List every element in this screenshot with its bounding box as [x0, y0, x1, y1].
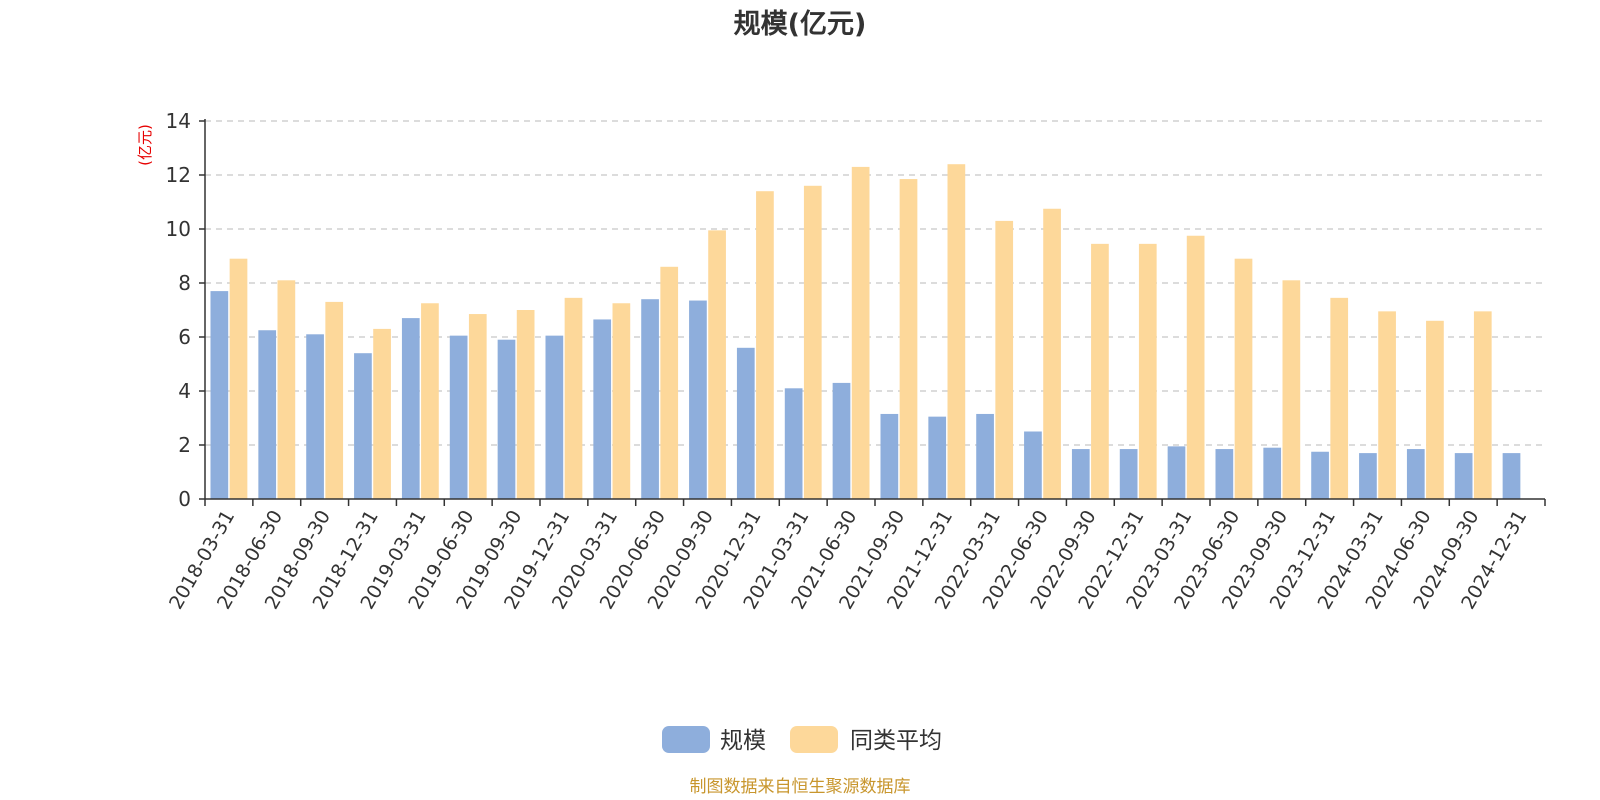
- bar-peer-average: [1473, 311, 1492, 499]
- bar-scale: [1311, 451, 1329, 499]
- bar-peer-average: [1043, 208, 1061, 499]
- bar-scale: [832, 382, 851, 499]
- bar-scale: [306, 334, 324, 499]
- bar-peer-average: [373, 328, 391, 499]
- bar-peer-average: [756, 191, 774, 499]
- y-tick-label: 14: [166, 109, 191, 133]
- bar-scale: [880, 413, 899, 499]
- bar-peer-average: [1234, 258, 1253, 499]
- bar-peer-average: [995, 220, 1014, 499]
- legend[interactable]: 规模 同类平均: [662, 726, 942, 754]
- legend-swatch: [662, 726, 710, 753]
- legend-label: 规模: [720, 728, 766, 754]
- bar-peer-average: [1378, 311, 1396, 499]
- bar-scale: [928, 416, 947, 499]
- y-tick-label: 6: [178, 325, 191, 349]
- bar-scale: [401, 318, 420, 499]
- bar-scale: [210, 291, 229, 499]
- bar-scale: [784, 388, 803, 499]
- y-tick-label: 2: [178, 433, 191, 457]
- bar-peer-average: [1330, 297, 1349, 499]
- bar-peer-average: [660, 266, 679, 499]
- bar-peer-average: [803, 185, 822, 500]
- bar-peer-average: [468, 314, 487, 499]
- legend-swatch: [790, 726, 838, 753]
- legend-item-scale[interactable]: 规模: [662, 726, 766, 754]
- bar-scale: [689, 300, 707, 499]
- bar-peer-average: [1282, 280, 1301, 499]
- bar-peer-average: [564, 297, 583, 499]
- bar-scale: [1359, 453, 1377, 499]
- bar-scale: [736, 347, 755, 499]
- bar-scale: [1406, 449, 1425, 499]
- bar-scale: [1119, 449, 1138, 499]
- bar-scale: [641, 299, 659, 499]
- bar-peer-average: [1186, 235, 1205, 499]
- bar-scale: [593, 319, 612, 499]
- bars: [210, 164, 1521, 500]
- bar-scale: [976, 413, 994, 499]
- bar-peer-average: [708, 230, 726, 499]
- bar-scale: [545, 335, 564, 499]
- bar-peer-average: [421, 303, 439, 499]
- y-tick-label: 8: [178, 271, 191, 295]
- legend-item-peer-average[interactable]: 同类平均: [790, 726, 942, 754]
- y-tick-label: 12: [166, 163, 191, 187]
- y-axis-label: (亿元): [136, 124, 154, 166]
- y-tick-label: 4: [178, 379, 191, 403]
- bar-peer-average: [612, 303, 631, 499]
- bar-scale: [497, 339, 516, 499]
- bar-peer-average: [1138, 243, 1157, 499]
- source-note: 制图数据来自恒生聚源数据库: [690, 777, 911, 797]
- bar-scale: [1502, 453, 1521, 499]
- bar-scale: [354, 353, 372, 499]
- bar-scale: [258, 330, 277, 499]
- bar-peer-average: [516, 310, 535, 499]
- y-tick-label: 0: [178, 487, 191, 511]
- chart-title: 规模(亿元): [734, 9, 867, 40]
- bar-scale: [449, 335, 468, 499]
- bar-scale: [1263, 447, 1282, 499]
- bar-scale: [1071, 449, 1090, 499]
- bar-peer-average: [1426, 320, 1444, 499]
- bar-scale: [1024, 431, 1042, 499]
- bar-peer-average: [1091, 243, 1109, 499]
- bar-scale: [1215, 449, 1234, 499]
- bar-scale: [1454, 453, 1473, 499]
- bar-peer-average: [851, 166, 870, 499]
- bar-scale: [1167, 446, 1186, 499]
- y-tick-label: 10: [166, 217, 191, 241]
- bar-peer-average: [947, 164, 966, 499]
- bar-peer-average: [899, 179, 918, 500]
- bar-peer-average: [229, 258, 248, 499]
- bar-peer-average: [277, 280, 296, 499]
- legend-label: 同类平均: [850, 728, 942, 754]
- bar-peer-average: [325, 301, 344, 499]
